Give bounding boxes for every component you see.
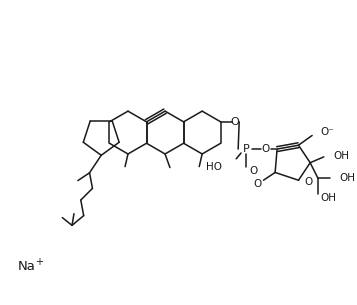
Text: Na: Na (18, 260, 36, 273)
Text: O⁻: O⁻ (320, 127, 334, 137)
Text: O: O (253, 179, 262, 189)
Text: OH: OH (340, 173, 355, 183)
Text: OH: OH (333, 151, 350, 161)
Text: HO: HO (206, 162, 222, 172)
Text: OH: OH (320, 193, 336, 203)
Text: O: O (304, 177, 312, 187)
Text: O: O (261, 144, 270, 154)
Text: +: + (35, 257, 43, 267)
Text: P: P (242, 144, 249, 154)
Text: O: O (250, 166, 258, 175)
Text: O: O (230, 117, 239, 127)
